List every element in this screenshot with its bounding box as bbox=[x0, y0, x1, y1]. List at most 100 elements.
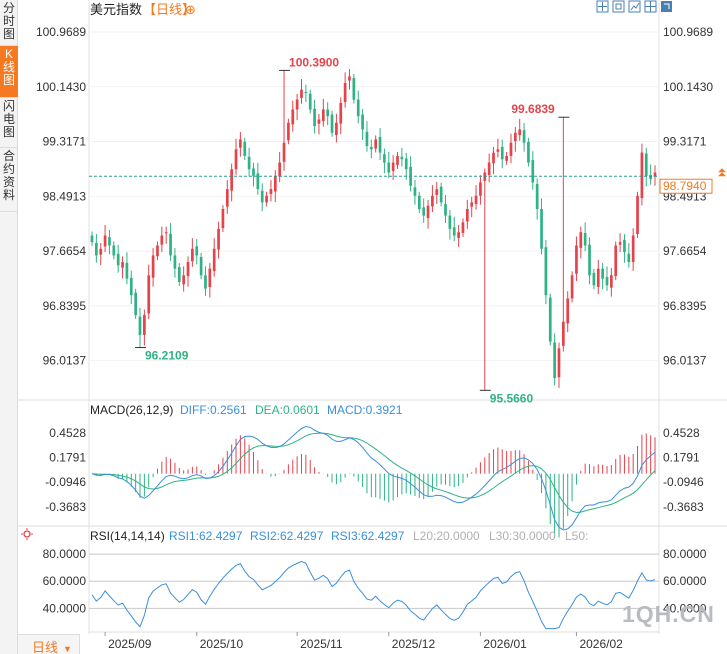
macd-tick-label-left: 0.1791 bbox=[49, 451, 86, 465]
rsi-tick-label-right: 40.0000 bbox=[663, 601, 707, 615]
macd-dea-value: DEA:0.0601 bbox=[255, 403, 320, 417]
candle-up bbox=[518, 118, 522, 141]
candle-down bbox=[623, 234, 626, 263]
candle-body bbox=[644, 153, 648, 176]
candle-body bbox=[212, 248, 216, 272]
candle-up bbox=[596, 259, 600, 295]
candle-body bbox=[252, 168, 255, 176]
macd-axis: 0.4528 0.4528 0.1791 0.1791 -0.0946 -0.0946 -0… bbox=[45, 426, 704, 514]
candle-body bbox=[125, 262, 129, 279]
candle-up bbox=[164, 226, 168, 244]
candle-up bbox=[391, 155, 395, 180]
candle-body bbox=[509, 142, 513, 156]
candle-up bbox=[513, 127, 517, 152]
candle-up bbox=[610, 268, 613, 297]
candle-up bbox=[221, 205, 225, 233]
candle-body bbox=[444, 203, 447, 216]
candle-body bbox=[304, 92, 308, 94]
price-axis: 100.9689 100.9689 100.1430 100.1430 99.3171 9… bbox=[36, 25, 713, 368]
candle-down bbox=[400, 147, 404, 167]
price-tick-label-right: 100.9689 bbox=[663, 25, 713, 39]
candle-down bbox=[409, 156, 412, 192]
candle-body bbox=[361, 114, 364, 130]
candle-body bbox=[461, 222, 465, 234]
price-tick-label-left: 96.8395 bbox=[43, 299, 87, 313]
candle-body bbox=[631, 235, 635, 263]
candle-body bbox=[561, 321, 565, 346]
tab-kline[interactable]: K线图 bbox=[0, 46, 18, 98]
tab-contract-info[interactable]: 合约资料 bbox=[0, 148, 18, 212]
candle-body bbox=[540, 209, 543, 249]
candle-body bbox=[278, 162, 282, 177]
low-marker-label: 95.5660 bbox=[490, 391, 534, 405]
candle-body bbox=[513, 132, 517, 142]
period-selector-button[interactable]: 日线 ▼ bbox=[18, 634, 80, 654]
candle-body bbox=[230, 169, 234, 191]
expand-icon[interactable] bbox=[661, 1, 672, 12]
candle-body bbox=[186, 262, 190, 277]
candle-down bbox=[177, 263, 181, 286]
candle-down bbox=[173, 248, 177, 278]
candle-up bbox=[339, 97, 343, 135]
candle-body bbox=[265, 195, 268, 203]
high-marker-label: 99.6839 bbox=[511, 102, 555, 116]
candle-body bbox=[234, 149, 238, 170]
high-marker-label: 100.3900 bbox=[289, 55, 339, 69]
crosshair-icon[interactable] bbox=[596, 0, 609, 13]
candle-down bbox=[500, 139, 504, 169]
candle-body bbox=[522, 130, 526, 143]
candle-up bbox=[614, 241, 618, 281]
candle-body bbox=[160, 235, 164, 245]
candle-up bbox=[396, 151, 399, 169]
macd-histogram bbox=[95, 433, 656, 538]
rsi-axis: 80.0000 80.0000 60.0000 60.0000 40.0000 40.00… bbox=[43, 547, 707, 615]
tab-timeshare[interactable]: 分时图 bbox=[0, 0, 18, 46]
date-tick-label: 2025/11 bbox=[300, 637, 343, 651]
candle-body bbox=[195, 246, 199, 256]
candle-up bbox=[212, 238, 216, 277]
macd-title: MACD(26,12,9) bbox=[90, 403, 173, 417]
candle-body bbox=[112, 245, 116, 256]
candle-down bbox=[527, 137, 530, 167]
candle-up bbox=[291, 100, 295, 132]
layout-icon[interactable] bbox=[644, 0, 657, 13]
candle-body bbox=[169, 233, 172, 256]
candlestick-series bbox=[90, 69, 657, 391]
candle-body bbox=[173, 255, 177, 269]
candle-down bbox=[260, 183, 264, 212]
fit-icon[interactable] bbox=[612, 0, 625, 13]
price-alert-icon[interactable] bbox=[718, 168, 726, 177]
candle-up bbox=[492, 146, 495, 174]
candle-body bbox=[134, 292, 137, 316]
candle-body bbox=[636, 195, 639, 234]
rsi-tick-label-left: 60.0000 bbox=[43, 574, 87, 588]
candle-body bbox=[343, 83, 347, 103]
candle-body bbox=[448, 215, 452, 229]
candle-body bbox=[317, 119, 321, 124]
candle-body bbox=[422, 207, 426, 216]
price-tick-label-right: 96.8395 bbox=[663, 299, 707, 313]
candle-down bbox=[592, 268, 596, 290]
candle-down bbox=[535, 178, 539, 220]
l30-value: L30:30.0000 bbox=[489, 529, 556, 543]
candle-down bbox=[383, 148, 386, 174]
tab-lightning[interactable]: 闪电图 bbox=[0, 98, 18, 148]
candle-down bbox=[116, 244, 120, 273]
indicator-icon[interactable] bbox=[628, 0, 641, 13]
candle-body bbox=[653, 172, 657, 177]
candle-body bbox=[610, 275, 613, 288]
candle-down bbox=[553, 333, 556, 386]
candle-body bbox=[614, 245, 618, 277]
candle-body bbox=[321, 109, 325, 122]
settings-icon[interactable] bbox=[21, 528, 33, 540]
candle-down bbox=[448, 209, 452, 240]
candle-body bbox=[548, 297, 552, 342]
candle-up bbox=[208, 263, 212, 298]
candle-body bbox=[417, 195, 421, 209]
candle-body bbox=[221, 209, 225, 229]
candle-up bbox=[579, 226, 583, 259]
add-symbol-icon[interactable]: ⊕ bbox=[185, 2, 196, 17]
candle-down bbox=[387, 151, 391, 179]
candle-body bbox=[335, 122, 338, 136]
